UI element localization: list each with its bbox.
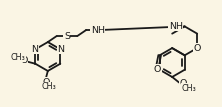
Text: CH₃: CH₃ bbox=[42, 82, 56, 91]
Text: S: S bbox=[64, 32, 70, 41]
Text: O: O bbox=[194, 44, 201, 53]
Text: N: N bbox=[57, 45, 64, 54]
Text: CH₃: CH₃ bbox=[10, 53, 25, 62]
Text: O: O bbox=[42, 78, 50, 87]
Text: N: N bbox=[32, 45, 38, 54]
Text: O: O bbox=[20, 56, 28, 65]
Text: O: O bbox=[154, 65, 161, 74]
Text: NH: NH bbox=[91, 26, 105, 35]
Text: CH₃: CH₃ bbox=[182, 84, 197, 93]
Text: O: O bbox=[179, 79, 186, 88]
Text: NH: NH bbox=[169, 22, 183, 30]
